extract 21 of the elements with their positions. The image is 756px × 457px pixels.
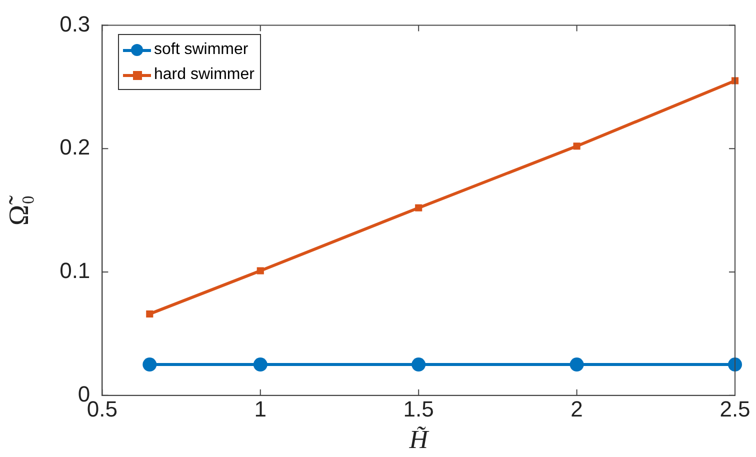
point	[146, 310, 154, 318]
x-axis-title: H̃	[408, 425, 430, 454]
y-axis-title: Ω̃₀	[4, 194, 36, 226]
point	[415, 204, 422, 212]
point	[731, 77, 739, 84]
x-tick-label: 1.5	[403, 396, 434, 422]
y-tick-label: 0.1	[60, 258, 90, 284]
y-tick-label: 0.2	[60, 134, 90, 160]
x-tick-label: 1	[254, 396, 267, 422]
y-tick-label: 0.3	[60, 11, 90, 36]
x-tick-label: 2	[570, 396, 583, 422]
point	[253, 358, 268, 372]
point	[412, 358, 426, 372]
point	[256, 267, 264, 274]
point	[142, 358, 157, 372]
legend-label: hard swimmer	[154, 65, 254, 85]
x-tick-label: 2.5	[720, 396, 750, 422]
legend-label: soft swimmer	[154, 40, 248, 60]
point	[573, 142, 580, 150]
point	[728, 358, 742, 372]
point	[570, 358, 584, 372]
